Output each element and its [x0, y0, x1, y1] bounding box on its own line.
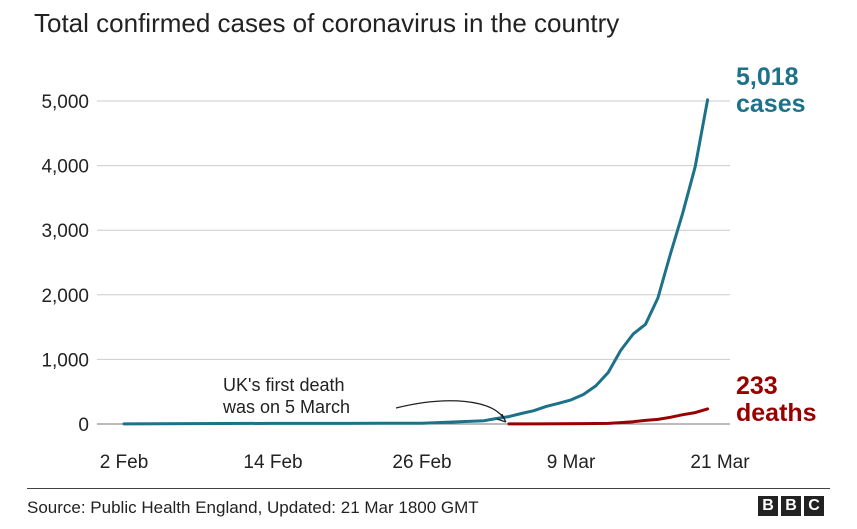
annotation-line-1: UK's first death [223, 375, 344, 395]
end-word-cases: cases [736, 90, 806, 118]
y-tick-label: 2,000 [41, 286, 89, 307]
y-tick-label: 0 [78, 415, 89, 436]
series-line-deaths [507, 407, 710, 426]
x-tick-label: 26 Feb [392, 452, 451, 473]
series-line-cases [122, 98, 710, 426]
annotation: UK's first death was on 5 March [222, 375, 507, 423]
x-tick-label: 2 Feb [100, 452, 149, 473]
x-tick-label: 21 Mar [690, 452, 750, 473]
logo-letter: B [758, 496, 778, 516]
chart-plot: 0 1,000 2,000 3,000 4,000 5,000 2 Feb 14 Feb 26… [41, 63, 817, 473]
chart-title: Total confirmed cases of coronavirus in … [34, 8, 620, 38]
annotation-arrow [395, 400, 507, 423]
gridlines [97, 100, 730, 425]
source-note: Source: Public Health England, Updated: … [27, 498, 479, 517]
end-value-deaths: 233 [736, 372, 778, 400]
bbc-logo: B B C [758, 496, 824, 516]
y-tick-label: 5,000 [41, 92, 89, 113]
end-value-cases: 5,018 [736, 63, 799, 91]
logo-letter: C [804, 496, 824, 516]
footer-divider [27, 488, 830, 489]
x-axis-tick-labels: 2 Feb 14 Feb 26 Feb 9 Mar 21 Mar [100, 452, 751, 473]
logo-letter: B [781, 496, 801, 516]
end-word-deaths: deaths [736, 399, 817, 427]
y-tick-label: 4,000 [41, 157, 89, 178]
y-tick-label: 1,000 [41, 350, 89, 371]
y-tick-label: 3,000 [41, 221, 89, 242]
annotation-line-2: was on 5 March [222, 397, 350, 417]
y-axis-tick-labels: 0 1,000 2,000 3,000 4,000 5,000 [41, 92, 89, 436]
series-lines [122, 98, 710, 426]
x-tick-label: 9 Mar [547, 452, 596, 473]
x-tick-label: 14 Feb [243, 452, 302, 473]
